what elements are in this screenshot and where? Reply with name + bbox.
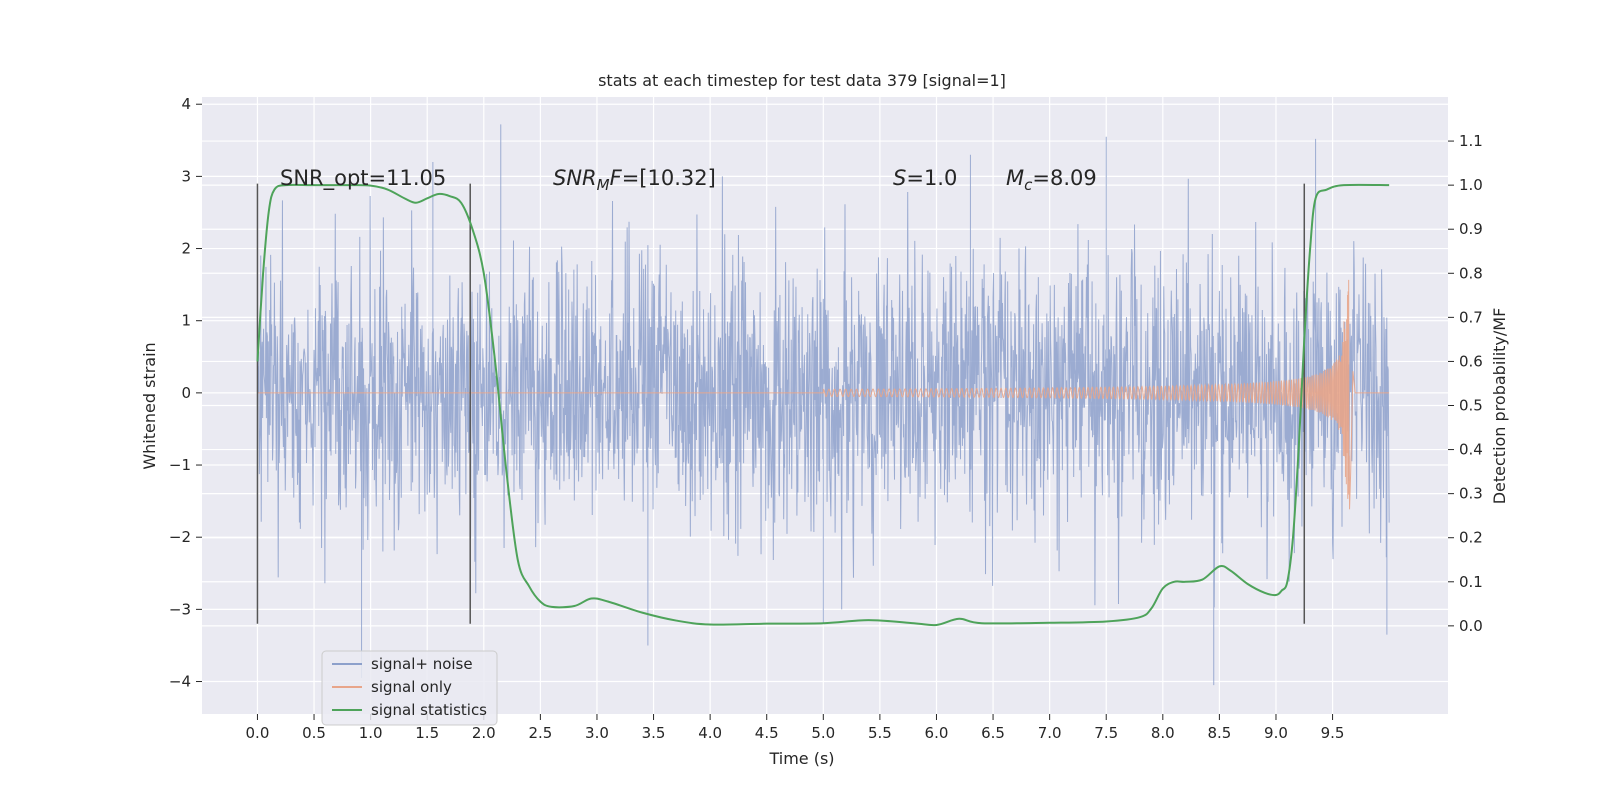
y-left-tick-label: −2 <box>169 528 191 546</box>
y-left-tick-label: 4 <box>181 95 191 113</box>
signal-only-line <box>257 279 1390 510</box>
x-tick-label: 3.5 <box>642 724 666 742</box>
annotation-snr-opt: SNR_opt=11.05 <box>280 166 446 191</box>
signal-statistics-line <box>256 183 1390 627</box>
y-left-tick-label: −3 <box>169 600 191 618</box>
axis-ticks: 0.0 0.5 1.0 1.5 2.0 2.5 3.0 3.5 4.0 4.5 5.0 5.5 6.0 6… <box>169 95 1483 742</box>
y-left-tick-label: 3 <box>181 167 191 185</box>
legend-label: signal statistics <box>371 701 487 719</box>
legend-label: signal+ noise <box>371 655 473 673</box>
x-tick-label: 0.5 <box>302 724 326 742</box>
x-tick-label: 4.5 <box>755 724 779 742</box>
y-right-tick-label: 0.1 <box>1459 573 1483 591</box>
y-right-tick-label: 0.0 <box>1459 617 1483 635</box>
y-right-tick-label: 1.0 <box>1459 176 1483 194</box>
x-tick-label: 6.5 <box>981 724 1005 742</box>
x-tick-label: 1.5 <box>415 724 439 742</box>
y-left-tick-label: −4 <box>169 673 191 691</box>
x-axis-label: Time (s) <box>768 749 834 768</box>
x-tick-label: 8.5 <box>1207 724 1231 742</box>
annotation-snr-mf: SNRMF=[10.32] <box>553 166 716 194</box>
x-tick-label: 6.0 <box>925 724 949 742</box>
series-signal-statistics <box>256 183 1390 627</box>
y-right-tick-label: 0.2 <box>1459 529 1483 547</box>
y-right-tick-label: 0.8 <box>1459 264 1483 282</box>
x-tick-label: 2.0 <box>472 724 496 742</box>
y-left-tick-label: 2 <box>181 240 191 258</box>
legend-entry-signal-statistics: signal statistics <box>332 701 487 719</box>
x-tick-label: 7.0 <box>1038 724 1062 742</box>
legend-entry-signal-plus-noise: signal+ noise <box>332 655 473 673</box>
y-right-tick-label: 0.5 <box>1459 397 1483 415</box>
x-tick-label: 8.0 <box>1151 724 1175 742</box>
y-right-tick-label: 0.7 <box>1459 308 1483 326</box>
y-right-tick-label: 0.9 <box>1459 220 1483 238</box>
x-tick-label: 7.5 <box>1094 724 1118 742</box>
x-tick-label: 5.5 <box>868 724 892 742</box>
x-tick-label: 1.0 <box>359 724 383 742</box>
y-left-tick-label: 0 <box>181 384 191 402</box>
y-left-tick-label: 1 <box>181 312 191 330</box>
legend: signal+ noise signal only signal statist… <box>321 650 498 726</box>
vertical-markers <box>256 183 1306 624</box>
series-signal-plus-noise <box>256 124 1390 686</box>
annotation-s: S=1.0 <box>893 166 957 190</box>
y-right-tick-label: 1.1 <box>1459 132 1483 150</box>
chart-title: stats at each timestep for test data 379… <box>598 71 1006 90</box>
y-right-tick-label: 0.3 <box>1459 485 1483 503</box>
y-right-tick-label: 0.6 <box>1459 352 1483 370</box>
x-tick-label: 0.0 <box>246 724 270 742</box>
x-tick-label: 9.5 <box>1321 724 1345 742</box>
y-axis-left-label: Whitened strain <box>140 342 159 469</box>
x-tick-label: 5.0 <box>811 724 835 742</box>
y-left-tick-label: −1 <box>169 456 191 474</box>
legend-box <box>321 650 498 726</box>
y-right-tick-label: 0.4 <box>1459 441 1483 459</box>
x-tick-label: 2.5 <box>528 724 552 742</box>
noise-line <box>256 124 1390 686</box>
x-tick-label: 4.0 <box>698 724 722 742</box>
legend-entry-signal-only: signal only <box>332 678 452 696</box>
x-tick-label: 9.0 <box>1264 724 1288 742</box>
y-axis-right-label: Detection probability/MF <box>1490 308 1509 505</box>
annotation-mc: Mc=8.09 <box>1006 166 1097 194</box>
legend-label: signal only <box>371 678 452 696</box>
x-tick-label: 3.0 <box>585 724 609 742</box>
series-signal-only <box>257 279 1390 510</box>
